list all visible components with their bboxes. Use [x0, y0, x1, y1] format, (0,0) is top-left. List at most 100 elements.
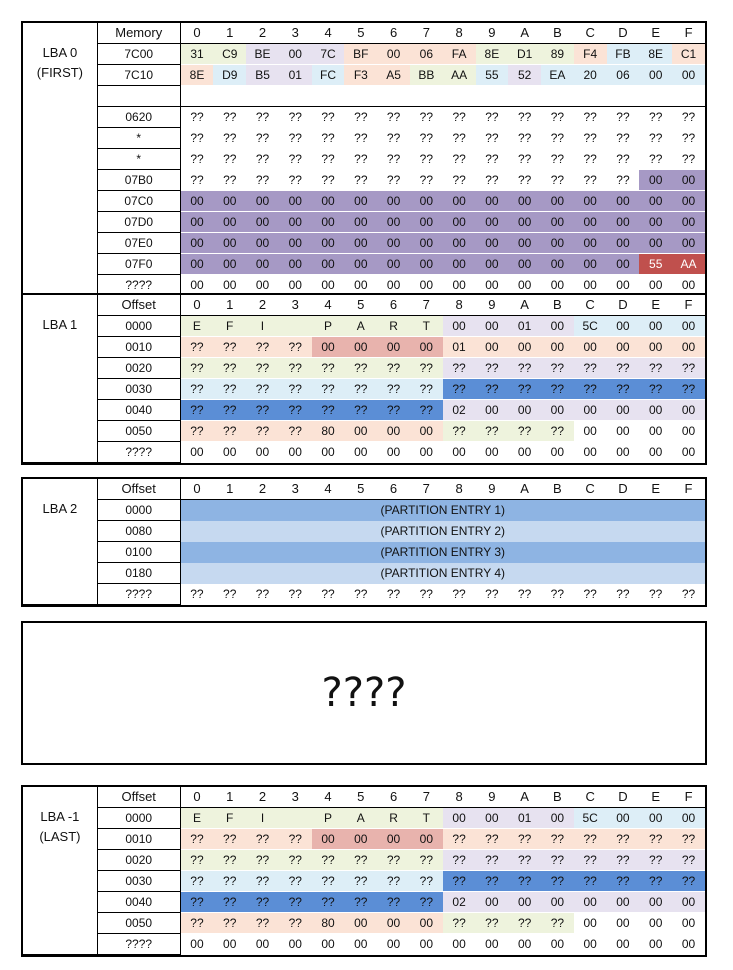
hex-cell: 00 [508, 274, 542, 296]
hex-cell: ?? [508, 106, 542, 128]
hex-cell: ?? [409, 169, 443, 191]
column-header: E [639, 787, 673, 808]
hex-cell: 00 [409, 441, 443, 463]
hex-row: 0020???????????????????????????????? [23, 849, 705, 871]
hex-cell: ?? [606, 828, 640, 850]
hex-cell: ?? [278, 169, 312, 191]
partition-entry-row: 0100 (PARTITION ENTRY 3) [23, 541, 705, 563]
row-address: 0020 [97, 849, 181, 871]
unknown-region-label: ???? [321, 670, 407, 716]
hex-cell: ?? [213, 912, 247, 934]
column-header: 9 [475, 479, 509, 500]
hex-cell: 00 [672, 315, 705, 337]
hex-cell: 00 [180, 441, 214, 463]
hex-cell: FA [442, 43, 476, 65]
hex-cell: ?? [442, 849, 476, 871]
hex-cell: 00 [606, 420, 640, 442]
hex-cell: ?? [409, 378, 443, 400]
hex-cell: 00 [377, 420, 410, 442]
hex-cell: ?? [672, 870, 705, 892]
hex-cell: 55 [639, 253, 673, 275]
column-header: C [573, 787, 607, 808]
row-address: 0180 [97, 562, 181, 584]
hex-cell: ?? [311, 399, 345, 421]
hex-cell: 00 [442, 190, 476, 212]
hex-cell: ?? [409, 106, 443, 128]
hex-cell: ?? [409, 399, 443, 421]
lba1-gpt-header-block: LBA 1 Offset 0 1 2 3 4 5 6 7 8 9 A B C D E F 0000 E F I P A R T 00… [21, 293, 707, 465]
hex-cell: ?? [606, 849, 640, 871]
hex-cell: 00 [377, 933, 410, 955]
column-header: C [573, 23, 607, 44]
column-header: 7 [409, 295, 443, 316]
row-address: 0100 [97, 541, 181, 563]
hex-cell: 00 [409, 274, 443, 296]
hex-cell: 00 [180, 253, 214, 275]
hex-cell: ?? [180, 912, 214, 934]
hex-cell: 7C [311, 43, 345, 65]
hex-cell: ?? [541, 169, 574, 191]
hex-cell: ?? [541, 127, 574, 149]
hex-cell: B5 [246, 64, 279, 86]
hex-row: *???????????????????????????????? [23, 127, 705, 149]
column-header: 0 [180, 23, 214, 44]
column-header: D [606, 479, 640, 500]
hex-row: 7C10 8E D9 B5 01 FC F3 A5 BB AA 55 52 EA 20 06 00 00 [23, 64, 705, 86]
lba-last-backup-header-block: LBA -1 (LAST) Offset 0 1 2 3 4 5 6 7 8 9 A B C D E F 0000 E F… [21, 785, 707, 957]
address-header: Offset [97, 787, 181, 808]
hex-cell: ?? [606, 378, 640, 400]
hex-cell: ?? [639, 357, 673, 379]
hex-cell: ?? [278, 148, 312, 170]
hex-cell: ?? [213, 378, 247, 400]
row-address: * [97, 127, 181, 149]
column-header: 2 [246, 479, 279, 500]
hex-cell: 00 [639, 274, 673, 296]
column-header: 2 [246, 295, 279, 316]
hex-cell: ?? [278, 870, 312, 892]
column-header: F [672, 479, 705, 500]
hex-cell: 8E [180, 64, 214, 86]
hex-row: 0000 E F I P A R T 00 00 01 00 5C 00 00 00 [23, 807, 705, 829]
address-header: Offset [97, 295, 181, 316]
column-header: 1 [213, 787, 247, 808]
hex-cell: ?? [278, 420, 312, 442]
hex-cell: 00 [409, 253, 443, 275]
hex-cell: 00 [475, 933, 509, 955]
hex-cell: 00 [541, 190, 574, 212]
hex-cell: ?? [377, 378, 410, 400]
hex-cell: ?? [278, 849, 312, 871]
hex-row: 0030???????????????????????????????? [23, 870, 705, 892]
hex-cell: ?? [344, 399, 378, 421]
hex-cell: ?? [246, 891, 279, 913]
hex-cell: ?? [442, 420, 476, 442]
hex-cell: ?? [246, 420, 279, 442]
hex-cell: ?? [311, 870, 345, 892]
hex-cell: ?? [639, 870, 673, 892]
hex-cell: ?? [278, 583, 312, 605]
hex-cell: 00 [475, 211, 509, 233]
hex-cell: 00 [606, 274, 640, 296]
hex-cell: 00 [344, 441, 378, 463]
hex-cell: 00 [672, 190, 705, 212]
hex-cell: 00 [606, 441, 640, 463]
hex-cell: 00 [475, 232, 509, 254]
hex-cell: 00 [213, 232, 247, 254]
hex-cell: 00 [540, 399, 574, 421]
hex-cell: F4 [573, 43, 607, 65]
hex-cell: 00 [639, 420, 673, 442]
hex-cell: 00 [639, 807, 673, 829]
hex-cell: 01 [278, 64, 312, 86]
hex-cell: ?? [311, 891, 345, 913]
column-header: 9 [475, 23, 509, 44]
hex-cell: ?? [573, 870, 607, 892]
column-header: 3 [278, 479, 312, 500]
hex-cell: ?? [508, 127, 542, 149]
hex-cell: EA [541, 64, 574, 86]
hex-cell: 00 [573, 420, 607, 442]
row-address: 07E0 [97, 232, 181, 254]
hex-cell: ?? [672, 127, 705, 149]
hex-cell: 00 [573, 211, 607, 233]
hex-cell: ?? [344, 357, 378, 379]
hex-cell: 55 [475, 64, 509, 86]
hex-cell: 8E [475, 43, 509, 65]
